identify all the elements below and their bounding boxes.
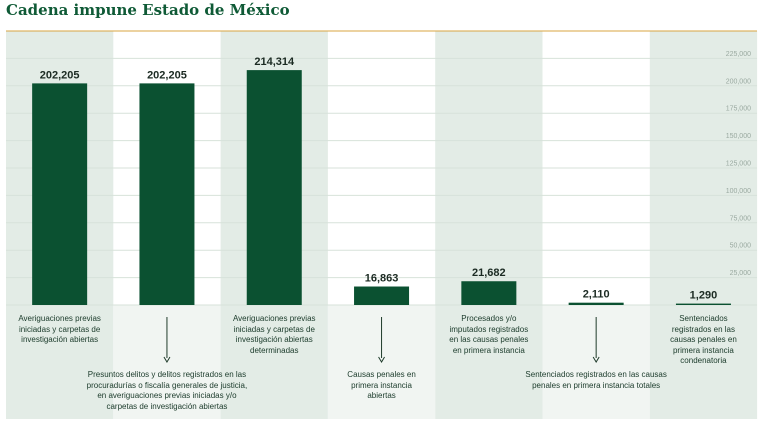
- value-label: 202,205: [147, 69, 187, 81]
- bar: [675, 303, 731, 305]
- y-tick-label: 200,000: [726, 78, 751, 85]
- category-description: Procesados y/o imputados registrados en …: [449, 314, 529, 355]
- value-label: 214,314: [254, 56, 295, 68]
- category-description: Sentenciados registrados en las causas p…: [525, 370, 667, 390]
- bars: [32, 70, 731, 306]
- bar: [139, 83, 195, 305]
- bar: [568, 302, 624, 305]
- y-tick-label: 225,000: [726, 51, 751, 58]
- value-label: 1,290: [690, 290, 718, 302]
- bar: [461, 281, 517, 305]
- bar: [246, 70, 302, 306]
- y-tick-label: 100,000: [726, 188, 751, 195]
- column-bands: [6, 31, 758, 419]
- chart-title: Cadena impune Estado de México: [6, 1, 290, 19]
- bar: [354, 286, 410, 305]
- column-band-6: [649, 31, 758, 419]
- arrow-head: [163, 356, 171, 363]
- y-tick-label: 25,000: [730, 270, 752, 277]
- value-label: 21,682: [472, 267, 506, 279]
- bar: [32, 83, 88, 305]
- category-description: Averiguaciones previas iniciadas y carpe…: [18, 314, 101, 344]
- arrow-head: [378, 356, 385, 363]
- category-description: Causas penales en primera instancia abie…: [347, 370, 416, 400]
- value-labels: 202,205 202,205 214,314 16,863 21,682 2,110 1,…: [40, 56, 717, 301]
- y-tick-label: 125,000: [726, 161, 751, 168]
- arrow-head: [592, 356, 600, 363]
- y-tick-label: 175,000: [726, 106, 751, 113]
- y-tick-label: 50,000: [730, 243, 752, 250]
- value-label: 202,205: [40, 69, 80, 81]
- y-tick-label: 75,000: [730, 215, 752, 222]
- value-label: 2,110: [583, 289, 610, 301]
- category-description: Sentenciados registrados en las causas p…: [670, 314, 737, 365]
- y-tick-label: 150,000: [726, 133, 751, 140]
- value-label: 16,863: [365, 273, 399, 285]
- category-description: Presuntos delitos y delitos registrados …: [86, 370, 248, 411]
- y-tick-labels: 25,000 50,000 75,000 100,000 125,000 150,000 1…: [726, 51, 751, 277]
- column-band-4: [435, 31, 543, 419]
- category-description: Averiguaciones previas iniciadas y carpe…: [232, 314, 316, 355]
- arrows: [163, 317, 600, 363]
- gridlines: [6, 57, 757, 306]
